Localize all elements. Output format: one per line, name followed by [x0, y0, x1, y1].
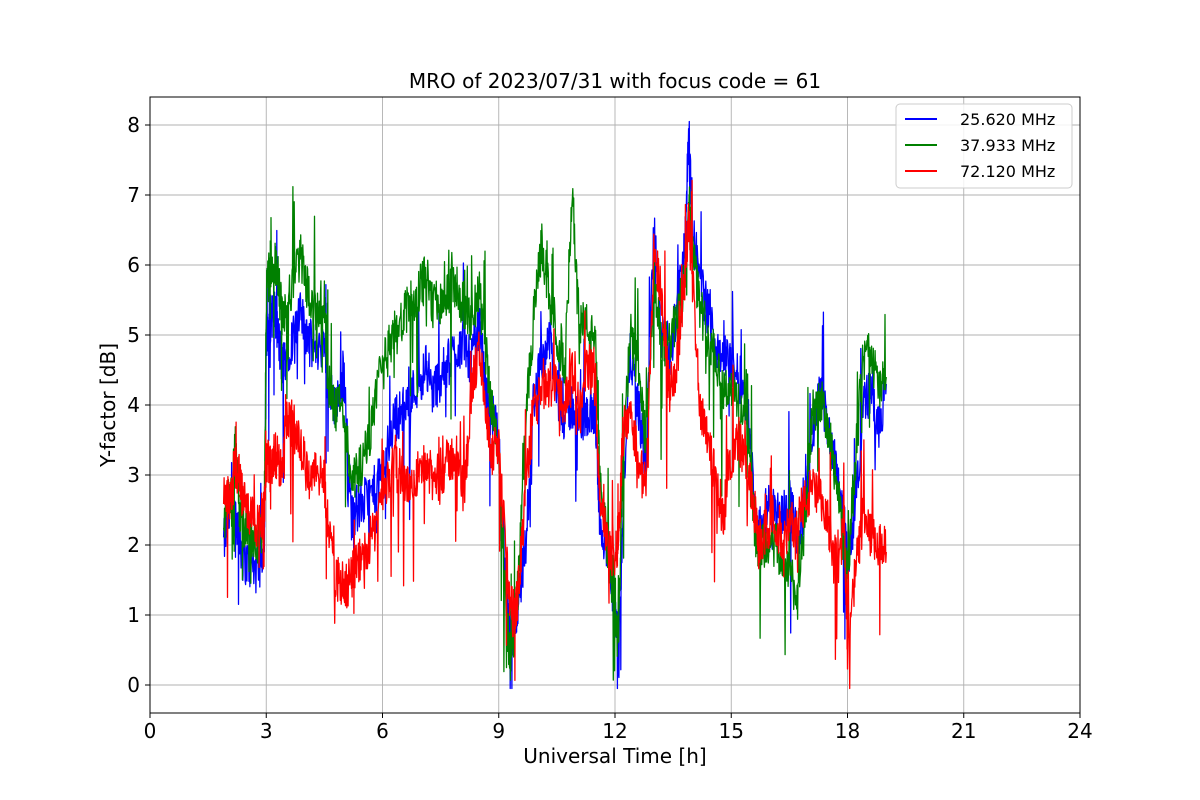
legend-box [895, 103, 1073, 189]
y-axis-label: Y-factor [dB] [96, 343, 120, 468]
y-tick-label: 5 [127, 323, 140, 347]
legend: 25.620 MHz 37.933 MHz 72.120 MHz [895, 103, 1073, 189]
legend-label-1: 25.620 MHz [960, 110, 1055, 129]
y-tick-label: 3 [127, 463, 140, 487]
x-tick-label: 6 [376, 719, 389, 743]
chart-title: MRO of 2023/07/31 with focus code = 61 [409, 69, 821, 93]
legend-label-3: 72.120 MHz [960, 162, 1055, 181]
x-tick-label: 24 [1067, 719, 1092, 743]
legend-label-2: 37.933 MHz [960, 136, 1055, 155]
y-tick-label: 8 [127, 113, 140, 137]
x-tick-label: 21 [951, 719, 976, 743]
x-ticks: 0 3 6 9 12 15 18 21 24 [144, 713, 1093, 743]
y-tick-label: 1 [127, 603, 140, 627]
grid [149, 97, 1081, 713]
y-ticks: 0 1 2 3 4 5 6 7 8 [127, 113, 150, 697]
y-tick-label: 4 [127, 393, 140, 417]
y-tick-label: 7 [127, 183, 140, 207]
x-tick-label: 3 [260, 719, 273, 743]
y-tick-label: 2 [127, 533, 140, 557]
x-tick-label: 12 [602, 719, 627, 743]
y-tick-label: 6 [127, 253, 140, 277]
y-tick-label: 0 [127, 673, 140, 697]
series-line-3 [222, 179, 887, 690]
x-tick-label: 18 [835, 719, 860, 743]
x-tick-label: 15 [719, 719, 744, 743]
series-line-2 [222, 186, 887, 681]
x-axis-label: Universal Time [h] [523, 744, 706, 768]
series-group [222, 120, 887, 690]
x-tick-label: 0 [144, 719, 157, 743]
x-tick-label: 9 [492, 719, 505, 743]
